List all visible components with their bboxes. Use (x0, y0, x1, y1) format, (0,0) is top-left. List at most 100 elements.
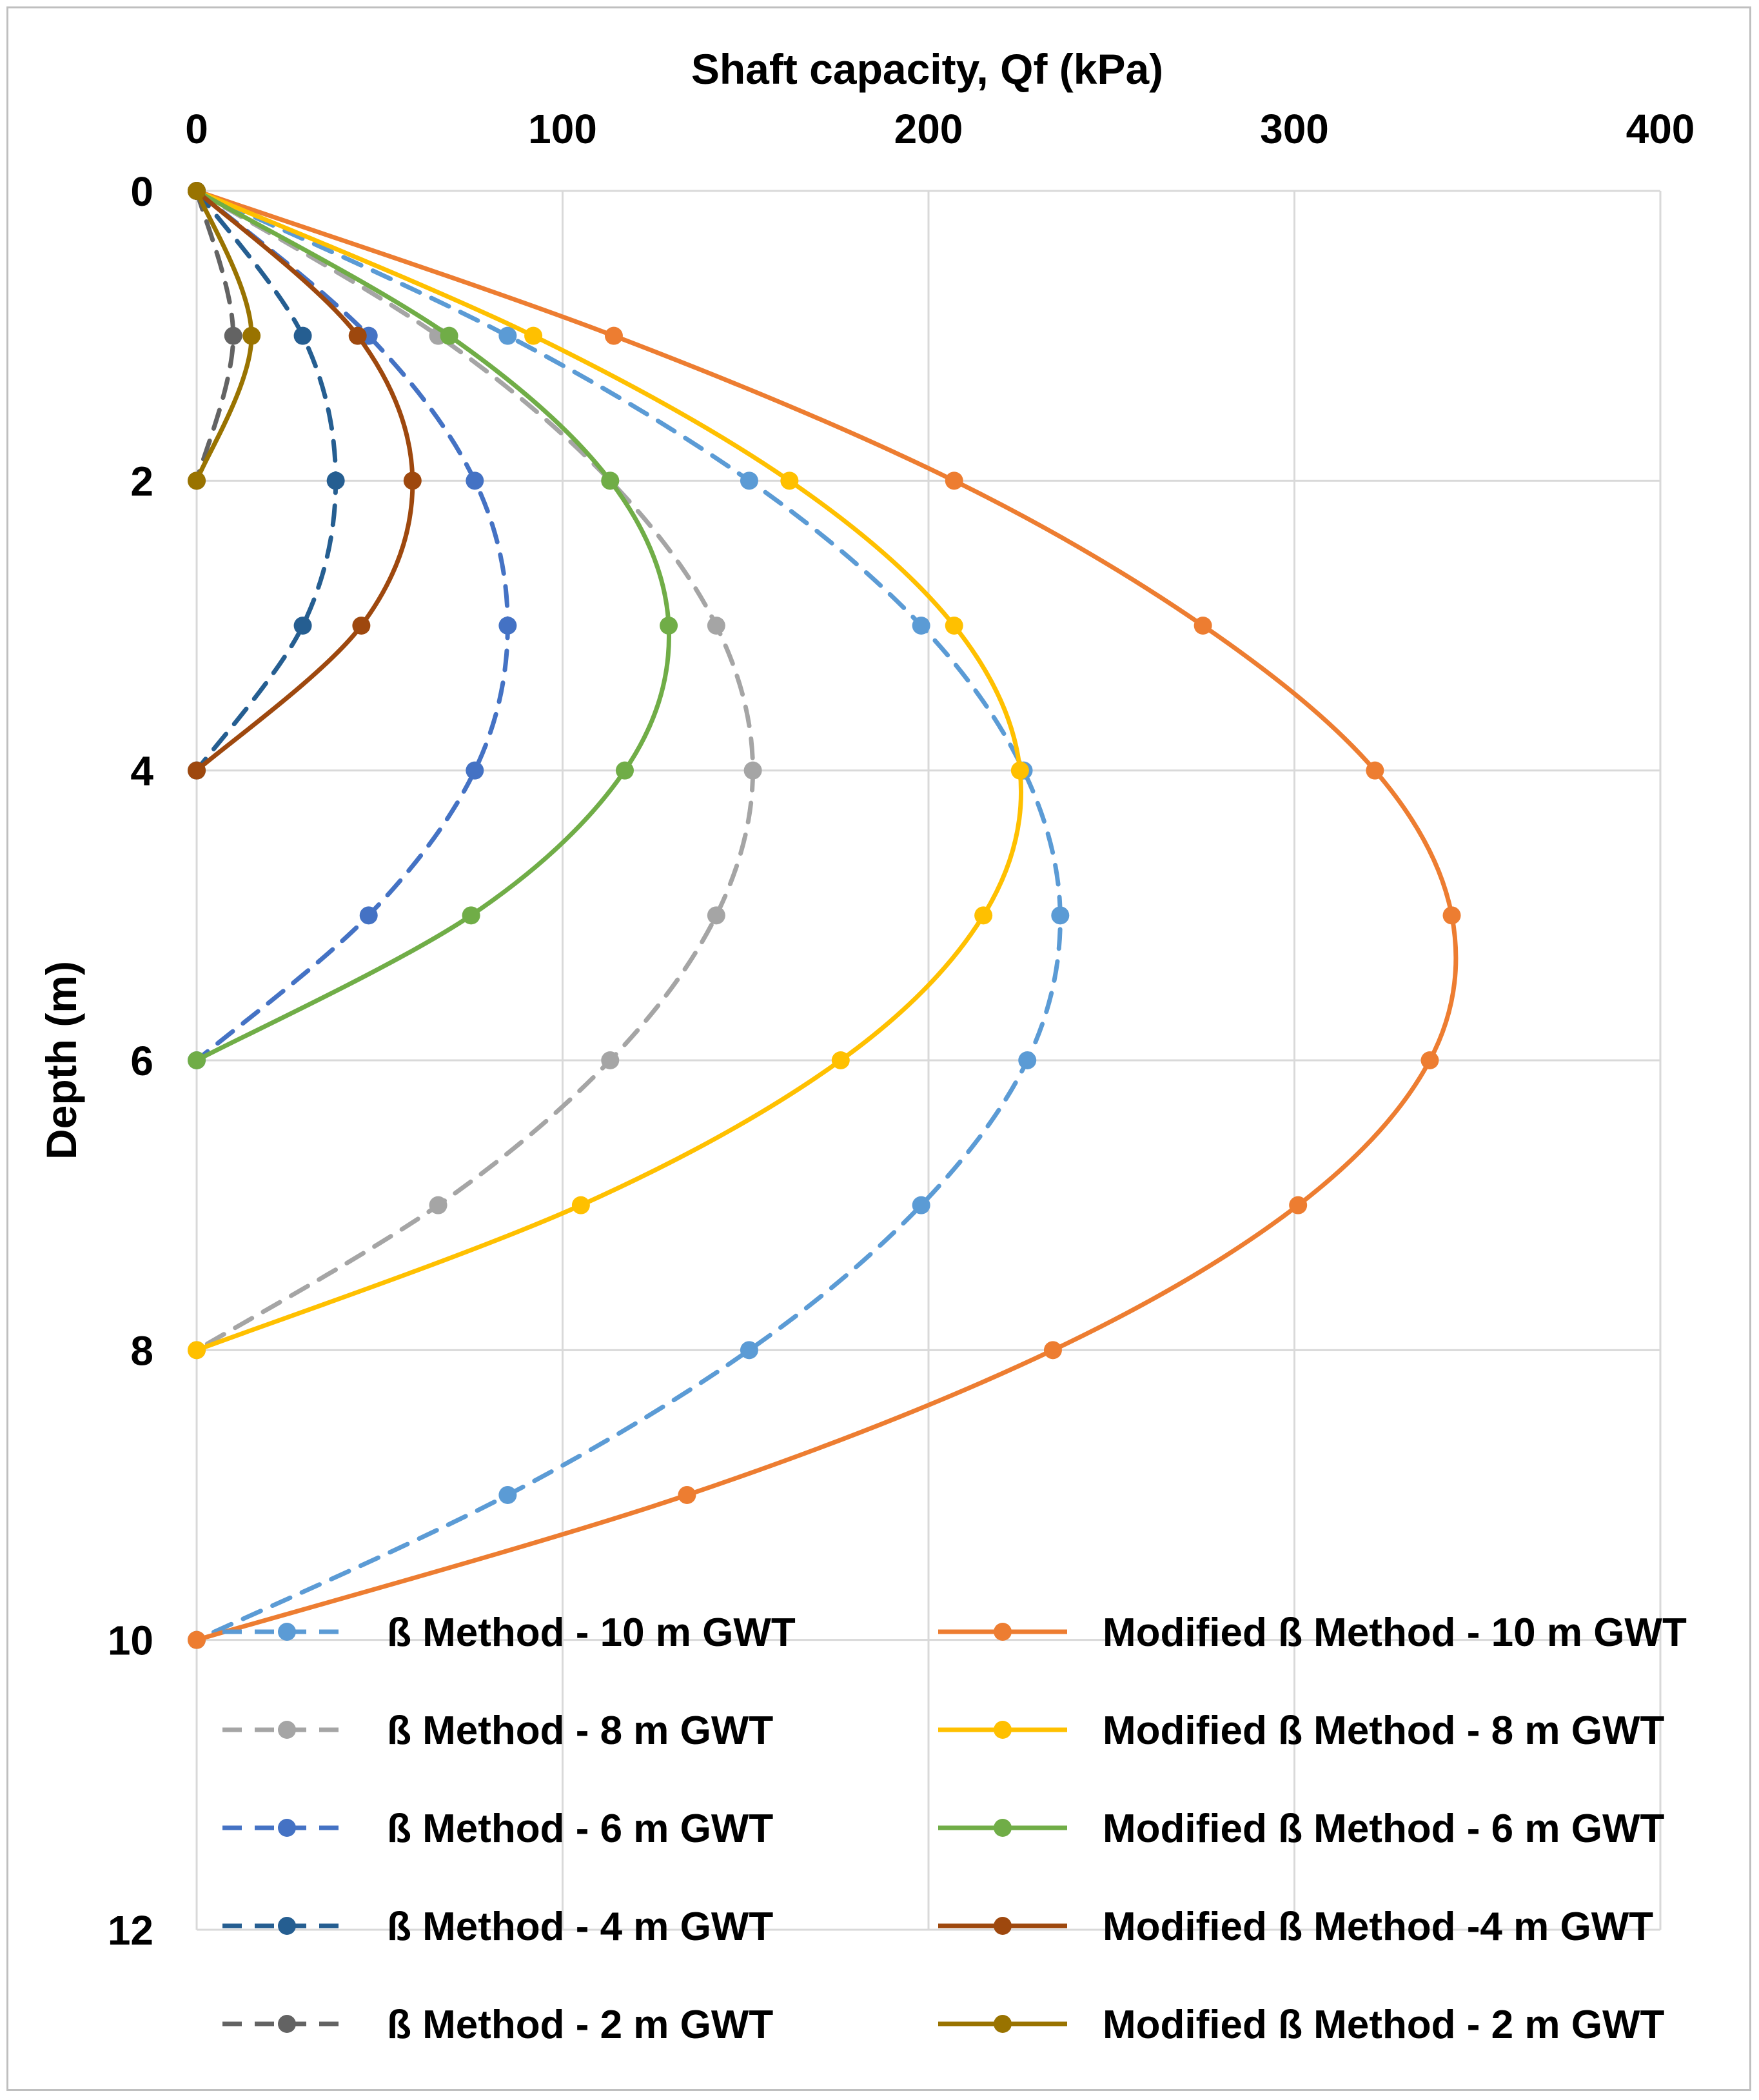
data-point (601, 471, 620, 490)
data-point (780, 471, 799, 490)
data-point (1366, 761, 1384, 780)
legend-label: ß Method - 4 m GWT (387, 1905, 773, 1949)
y-tick-label: 0 (130, 168, 153, 215)
tick-labels: 0 100 200 300 400 0 2 4 6 8 10 12 (108, 106, 1695, 1954)
data-point (403, 471, 422, 490)
data-point (1043, 1341, 1062, 1360)
y-tick-label: 10 (108, 1618, 153, 1664)
x-axis-title: Shaft capacity, Qf (kPa) (691, 45, 1163, 93)
chart-frame (6, 6, 1751, 2091)
data-point (188, 1341, 206, 1360)
y-tick-label: 4 (130, 748, 153, 795)
data-point (242, 326, 261, 345)
data-point (743, 761, 762, 780)
legend-item: Modified ß Method - 2 m GWT (938, 2003, 1664, 2047)
data-point (498, 617, 517, 635)
x-tick-label: 200 (894, 106, 963, 152)
legend-swatch-marker (994, 1819, 1012, 1837)
series-6 (188, 182, 678, 1069)
data-point (604, 326, 623, 345)
legend-label: Modified ß Method -4 m GWT (1103, 1905, 1653, 1949)
data-point (188, 761, 206, 780)
data-point (326, 471, 345, 490)
data-point (1051, 906, 1070, 925)
legend-swatch-marker (278, 1721, 296, 1739)
data-point (1289, 1196, 1308, 1214)
series-line (194, 188, 510, 1063)
legend-item: ß Method - 8 m GWT (222, 1709, 773, 1753)
data-point (945, 617, 963, 635)
series-line (194, 188, 1459, 1643)
data-point (498, 326, 517, 345)
series-line (194, 188, 1063, 1643)
data-point (188, 1630, 206, 1649)
y-tick-label: 2 (130, 458, 153, 504)
series-1 (188, 182, 1070, 1649)
y-tick-label: 12 (108, 1907, 153, 1954)
legend-item: Modified ß Method - 10 m GWT (938, 1610, 1687, 1655)
data-point (912, 617, 930, 635)
data-point (1010, 761, 1029, 780)
legend-label: ß Method - 10 m GWT (387, 1610, 796, 1655)
y-axis-title: Depth (m) (37, 961, 85, 1160)
data-point (615, 761, 634, 780)
legend-item: ß Method - 10 m GWT (222, 1610, 796, 1655)
legend-label: ß Method - 8 m GWT (387, 1709, 773, 1753)
data-point (945, 471, 963, 490)
series-2 (188, 182, 1461, 1649)
data-point (660, 617, 678, 635)
x-tick-label: 400 (1626, 106, 1695, 152)
legend-swatch-marker (278, 1819, 296, 1837)
data-point (678, 1486, 696, 1504)
data-point (831, 1051, 850, 1069)
x-tick-label: 300 (1260, 106, 1329, 152)
y-tick-label: 8 (130, 1327, 153, 1374)
data-point (466, 471, 484, 490)
legend-item: ß Method - 6 m GWT (222, 1807, 773, 1851)
data-point (1420, 1051, 1439, 1069)
legend-label: Modified ß Method - 10 m GWT (1103, 1610, 1687, 1655)
legend-label: ß Method - 2 m GWT (387, 2003, 773, 2047)
data-point (1442, 906, 1461, 925)
legend-label: Modified ß Method - 6 m GWT (1103, 1807, 1664, 1851)
data-point (429, 1196, 447, 1214)
legend-item: Modified ß Method - 8 m GWT (938, 1709, 1664, 1753)
legend-swatch-marker (278, 1917, 296, 1935)
data-point (974, 906, 993, 925)
data-point (571, 1196, 590, 1214)
legend-swatch-marker (994, 1917, 1012, 1935)
grid (195, 190, 1662, 1931)
data-point (352, 617, 371, 635)
data-point (1018, 1051, 1037, 1069)
data-point (188, 1051, 206, 1069)
data-point (707, 617, 725, 635)
data-point (1194, 617, 1212, 635)
x-tick-label: 100 (528, 106, 597, 152)
data-point (348, 326, 367, 345)
data-point (740, 1341, 758, 1360)
data-point (293, 326, 312, 345)
y-tick-label: 6 (130, 1038, 153, 1084)
legend-item: Modified ß Method - 6 m GWT (938, 1807, 1664, 1851)
data-point (912, 1196, 930, 1214)
data-point (188, 182, 206, 200)
data-point (601, 1051, 620, 1069)
data-point (440, 326, 458, 345)
legend-label: ß Method - 6 m GWT (387, 1807, 773, 1851)
series-line (194, 188, 671, 1063)
series-10 (188, 182, 261, 490)
legend-item: ß Method - 4 m GWT (222, 1905, 773, 1949)
legend-swatch-marker (994, 1623, 1012, 1641)
legend-swatch-marker (278, 2015, 296, 2033)
legend-swatch-marker (278, 1623, 296, 1641)
data-point (707, 906, 725, 925)
data-point (224, 326, 242, 345)
x-tick-label: 0 (185, 106, 208, 152)
legend-label: Modified ß Method - 8 m GWT (1103, 1709, 1664, 1753)
data-point (293, 617, 312, 635)
data-point (462, 906, 480, 925)
data-point (188, 471, 206, 490)
legend-label: Modified ß Method - 2 m GWT (1103, 2003, 1664, 2047)
series-group (188, 182, 1461, 1649)
